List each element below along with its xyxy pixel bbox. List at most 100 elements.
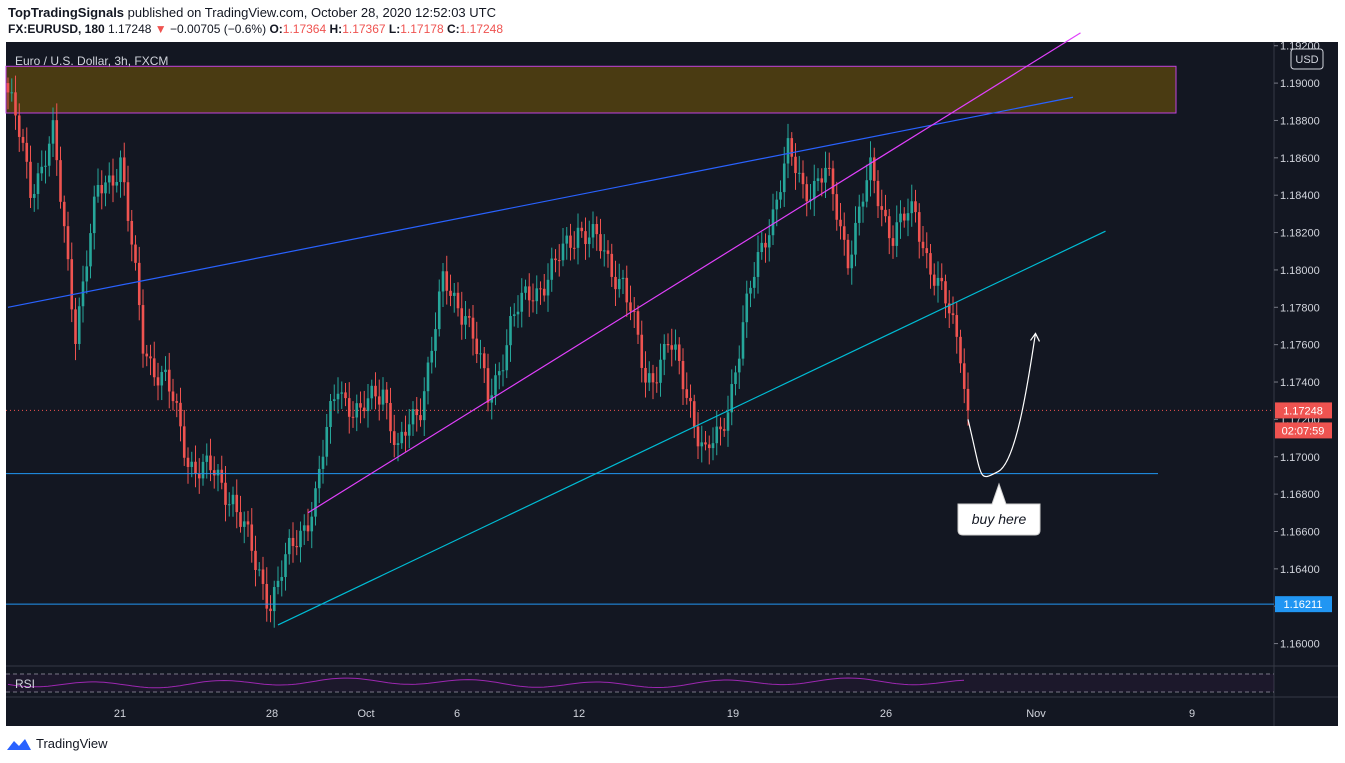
candle-body bbox=[96, 184, 100, 197]
candle-body bbox=[565, 235, 569, 244]
candle-body bbox=[119, 157, 122, 183]
y-tick-label: 1.16600 bbox=[1280, 526, 1320, 538]
currency-button[interactable]: USD bbox=[1290, 48, 1324, 70]
candle-body bbox=[824, 167, 827, 183]
candle-body bbox=[141, 305, 145, 354]
candle-body bbox=[464, 316, 467, 325]
candle-body bbox=[632, 310, 636, 312]
y-tick-label: 1.17800 bbox=[1280, 302, 1320, 314]
candle-body bbox=[441, 271, 445, 292]
publish-text: published on TradingView.com, October 28… bbox=[127, 5, 496, 20]
candle-body bbox=[137, 262, 141, 306]
candle-body bbox=[745, 293, 749, 323]
projected-path[interactable] bbox=[967, 333, 1037, 478]
last-price: 1.17248 bbox=[108, 22, 152, 36]
callout-text: buy here bbox=[972, 511, 1027, 527]
y-tick-label: 1.17000 bbox=[1280, 452, 1320, 464]
candle-body bbox=[580, 227, 584, 232]
candle-body bbox=[659, 359, 662, 383]
candle-body bbox=[434, 329, 437, 351]
candle-body bbox=[831, 168, 835, 195]
x-tick-label: 6 bbox=[454, 708, 460, 720]
change-down-icon: ▼ bbox=[154, 22, 167, 36]
candle-body bbox=[726, 412, 730, 431]
candle-body bbox=[437, 291, 441, 330]
rsi-pane[interactable]: RSI bbox=[6, 673, 1274, 693]
y-tick-label: 1.16400 bbox=[1280, 564, 1320, 576]
candle-body bbox=[722, 429, 726, 431]
candle-body bbox=[486, 368, 490, 403]
candle-body bbox=[505, 345, 509, 371]
candle-body bbox=[865, 180, 869, 202]
candle-body bbox=[857, 206, 861, 223]
candle-body bbox=[501, 370, 505, 372]
candle-body bbox=[951, 313, 955, 316]
candle-body bbox=[482, 353, 486, 369]
candle-body bbox=[666, 343, 670, 346]
candle-body bbox=[197, 473, 201, 479]
candle-body bbox=[66, 226, 70, 260]
candle-body bbox=[175, 401, 179, 403]
candle-body bbox=[569, 235, 572, 248]
candle-body bbox=[677, 344, 681, 361]
candle-body bbox=[231, 494, 235, 505]
candle-body bbox=[344, 392, 347, 399]
candle-body bbox=[6, 83, 10, 93]
candle-body bbox=[70, 259, 74, 310]
candle-body bbox=[186, 457, 190, 467]
y-tick-label: 1.16000 bbox=[1280, 639, 1320, 651]
candle-body bbox=[47, 143, 51, 166]
lower-trendline[interactable] bbox=[277, 230, 1106, 626]
candle-body bbox=[711, 443, 715, 449]
candle-body bbox=[752, 276, 756, 288]
candle-body bbox=[685, 389, 689, 398]
tradingview-logo[interactable]: TradingView bbox=[6, 736, 108, 751]
candle-body bbox=[704, 442, 707, 445]
candle-body bbox=[662, 343, 666, 360]
candle-body bbox=[561, 243, 565, 261]
candle-body bbox=[737, 358, 741, 373]
candle-body bbox=[299, 530, 302, 548]
candle-body bbox=[25, 142, 29, 162]
candle-body bbox=[805, 184, 809, 202]
candle-body bbox=[842, 226, 846, 240]
candle-body bbox=[959, 336, 962, 364]
candle-body bbox=[430, 350, 434, 363]
candle-body bbox=[329, 401, 332, 427]
candle-body bbox=[449, 290, 452, 296]
buy-callout[interactable]: buy here bbox=[957, 482, 1041, 536]
candle-body bbox=[681, 360, 685, 390]
candle-body bbox=[839, 219, 842, 227]
x-tick-label: 21 bbox=[114, 708, 126, 720]
candle-body bbox=[126, 182, 130, 221]
candle-body bbox=[407, 424, 411, 436]
candle-body bbox=[306, 525, 310, 532]
candle-body bbox=[895, 222, 899, 246]
candle-body bbox=[171, 391, 175, 402]
candle-body bbox=[527, 286, 531, 301]
rsi-label: RSI bbox=[15, 677, 35, 691]
candle-body bbox=[250, 524, 254, 551]
candle-body bbox=[111, 175, 115, 186]
chart-background bbox=[6, 42, 1338, 726]
x-tick-label: 12 bbox=[573, 708, 585, 720]
candle-body bbox=[415, 409, 419, 416]
candle-body bbox=[411, 409, 415, 425]
price-tag-value: 1.17248 bbox=[1283, 405, 1323, 417]
candle-body bbox=[651, 373, 655, 383]
candle-body bbox=[167, 369, 171, 392]
candle-body bbox=[932, 274, 936, 286]
inner-trendline[interactable] bbox=[307, 32, 1081, 514]
candle-body bbox=[647, 373, 651, 383]
tradingview-icon bbox=[7, 738, 31, 750]
supply-zone[interactable] bbox=[5, 65, 1177, 114]
author-name[interactable]: TopTradingSignals bbox=[8, 5, 125, 20]
candle-body bbox=[801, 172, 805, 185]
candle-body bbox=[700, 442, 704, 447]
y-tick-label: 1.17400 bbox=[1280, 377, 1320, 389]
candle-body bbox=[261, 569, 265, 584]
upper-trendline[interactable] bbox=[7, 96, 1074, 308]
candle-body bbox=[929, 253, 932, 275]
candle-body bbox=[820, 178, 824, 183]
